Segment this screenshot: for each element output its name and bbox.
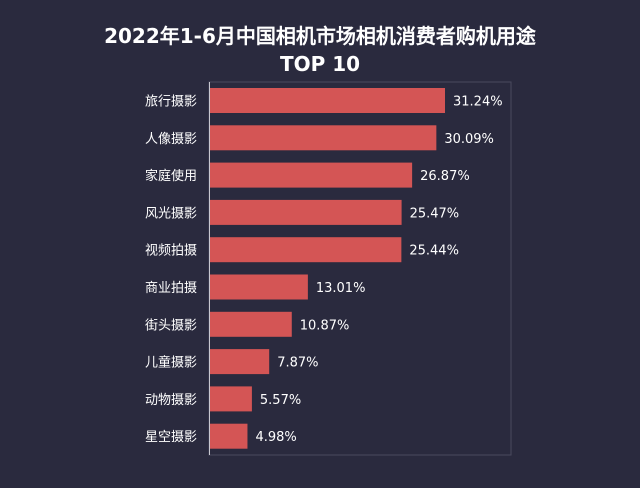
category-label: 视频拍摄 [145, 244, 197, 259]
category-label: 旅行摄影 [145, 95, 197, 110]
bar [210, 274, 308, 300]
bar [210, 386, 252, 412]
data-label: 10.87% [300, 318, 350, 333]
category-label: 星空摄影 [145, 430, 197, 445]
chart-title: 2022年1-6月中国相机市场相机消费者购机用途 [104, 24, 536, 48]
bar [210, 125, 437, 151]
bar [210, 88, 445, 113]
data-label: 26.87% [420, 169, 470, 184]
data-label: 25.44% [409, 244, 459, 259]
bar [210, 162, 413, 188]
data-label: 4.98% [255, 430, 296, 445]
category-label: 风光摄影 [145, 206, 197, 221]
category-label: 家庭使用 [145, 168, 197, 184]
bar [210, 311, 292, 337]
chart-subtitle: TOP 10 [279, 52, 361, 76]
data-label: 5.57% [260, 393, 301, 408]
bar [210, 349, 270, 375]
category-label: 商业拍摄 [145, 281, 197, 296]
data-label: 25.47% [410, 206, 460, 221]
bar [210, 237, 402, 263]
category-label: 人像摄影 [145, 132, 197, 147]
category-label: 街头摄影 [145, 318, 197, 333]
data-label: 31.24% [453, 95, 503, 110]
data-label: 13.01% [316, 281, 366, 296]
data-label: 7.87% [277, 356, 318, 371]
data-label: 30.09% [444, 132, 494, 147]
bar [210, 423, 248, 449]
category-label: 儿童摄影 [145, 355, 197, 371]
bar [210, 199, 402, 225]
category-label: 动物摄影 [145, 393, 197, 408]
